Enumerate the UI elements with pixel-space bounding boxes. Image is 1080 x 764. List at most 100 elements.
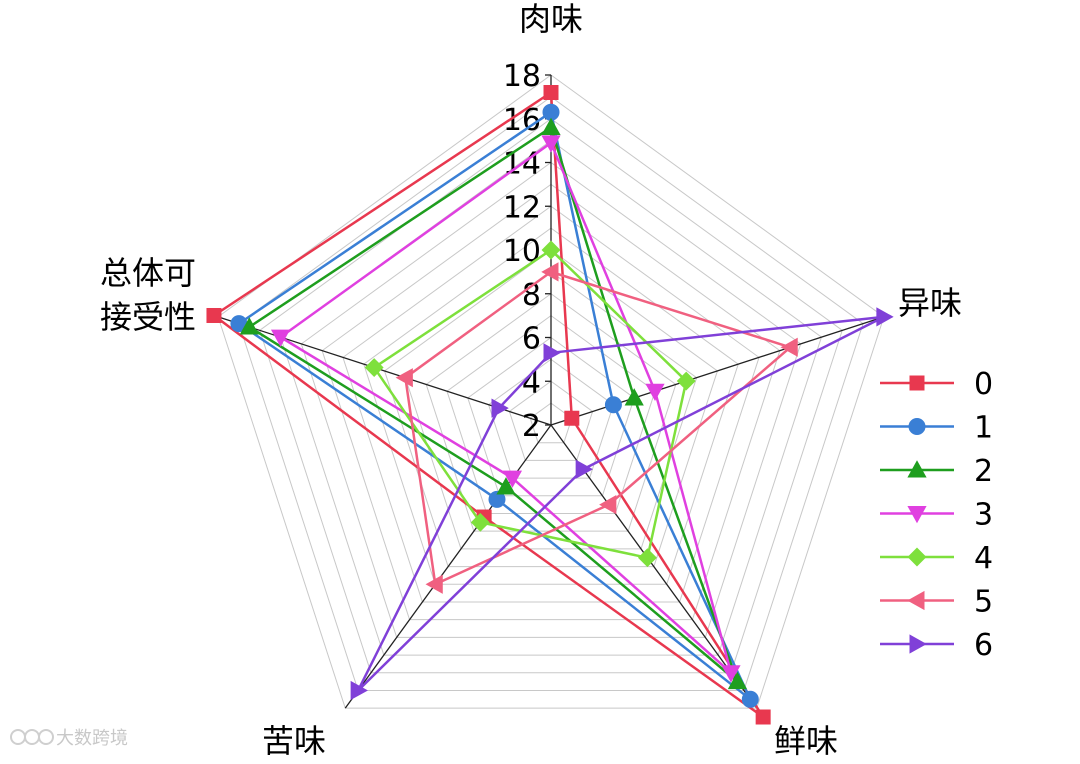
series-5 [395,262,798,594]
data-point [541,117,561,135]
axis-title: 鲜味 [774,722,838,760]
series-2 [239,117,748,690]
radial-tick-label: 4 [522,365,541,400]
radial-tick-label: 12 [503,190,541,225]
series-line [212,91,765,719]
data-point [575,459,593,479]
series-line [372,248,688,559]
data-point [624,388,644,406]
watermark-text: 大数跨境 [56,728,128,749]
data-point [541,262,559,282]
data-point [564,410,580,426]
legend-item: 5 [880,585,993,620]
grid-ring [342,205,760,603]
data-point [637,548,657,568]
data-point [395,368,413,388]
data-point [470,512,490,532]
data-point [239,317,259,335]
legend-marker [908,418,926,435]
axis-title-line: 异味 [898,284,962,322]
data-point [876,307,894,327]
legend-label: 2 [974,454,993,489]
data-point [741,690,759,708]
data-point [502,470,523,488]
radial-tick-label: 2 [522,409,541,444]
axis-title: 肉味 [519,0,583,38]
data-point [604,396,622,414]
data-point [727,671,748,690]
grid-ring [508,380,594,461]
data-point [755,709,771,725]
data-point [541,135,561,153]
grid-ring [321,183,781,621]
grid-ring [259,118,843,674]
legend-marker [907,506,927,524]
data-point [491,398,509,418]
legend-marker [909,375,925,391]
data-point [676,371,696,391]
legend: 0 1 2 3 4 5 6 [880,367,993,663]
series-line [279,141,733,675]
legend-marker [909,634,927,654]
grid-ring [383,249,719,568]
legend-item: 2 [880,454,993,489]
legend-label: 0 [974,367,993,402]
watermark-logo: 大数跨境 [10,728,128,749]
data-point [543,343,561,363]
axis-title-line: 接受性 [100,298,196,336]
legend-label: 1 [974,411,993,446]
legend-item: 4 [880,541,993,576]
legend-label: 3 [974,498,993,533]
radial-tick-label: 8 [522,278,541,313]
legend-item: 0 [880,367,993,402]
axis-title: 苦味 [262,722,326,760]
data-point [599,495,617,515]
legend-item: 1 [880,411,993,446]
series-4 [364,240,696,568]
axis-title: 异味 [898,284,962,322]
data-point [541,240,561,260]
grid-ring [238,96,864,691]
data-point [488,490,506,508]
radial-tick-label: 18 [503,59,541,94]
data-point [206,307,222,323]
axis-title-line: 肉味 [519,0,583,38]
legend-item: 6 [880,628,993,663]
radial-tick-label: 6 [522,322,541,357]
grid-ring [487,358,615,479]
grid-ring [363,227,739,585]
legend-label: 5 [974,585,993,620]
data-point [645,383,665,401]
legend-label: 6 [974,628,993,663]
series-line [356,315,886,692]
series-1 [230,103,759,708]
radial-tick-label: 10 [503,234,541,269]
data-point [364,358,384,377]
grid-ring [467,336,635,497]
data-series [206,85,894,725]
axis-spoke [550,316,885,426]
data-point [721,665,741,683]
data-point [425,574,443,594]
series-6 [350,307,894,701]
legend-marker [907,590,925,611]
axis-title-line: 总体可 [100,254,196,292]
watermark-icon [10,729,54,745]
axis-title-line: 鲜味 [774,722,838,760]
legend-marker [907,547,927,567]
data-point [270,329,291,347]
grid-ring [300,161,802,638]
data-point [780,337,798,357]
series-3 [270,135,741,683]
series-line [248,126,739,683]
series-0 [206,85,771,725]
legend-marker [907,460,927,478]
data-point [496,477,516,495]
data-point [350,680,368,701]
series-line [404,270,792,586]
data-point [543,85,559,100]
